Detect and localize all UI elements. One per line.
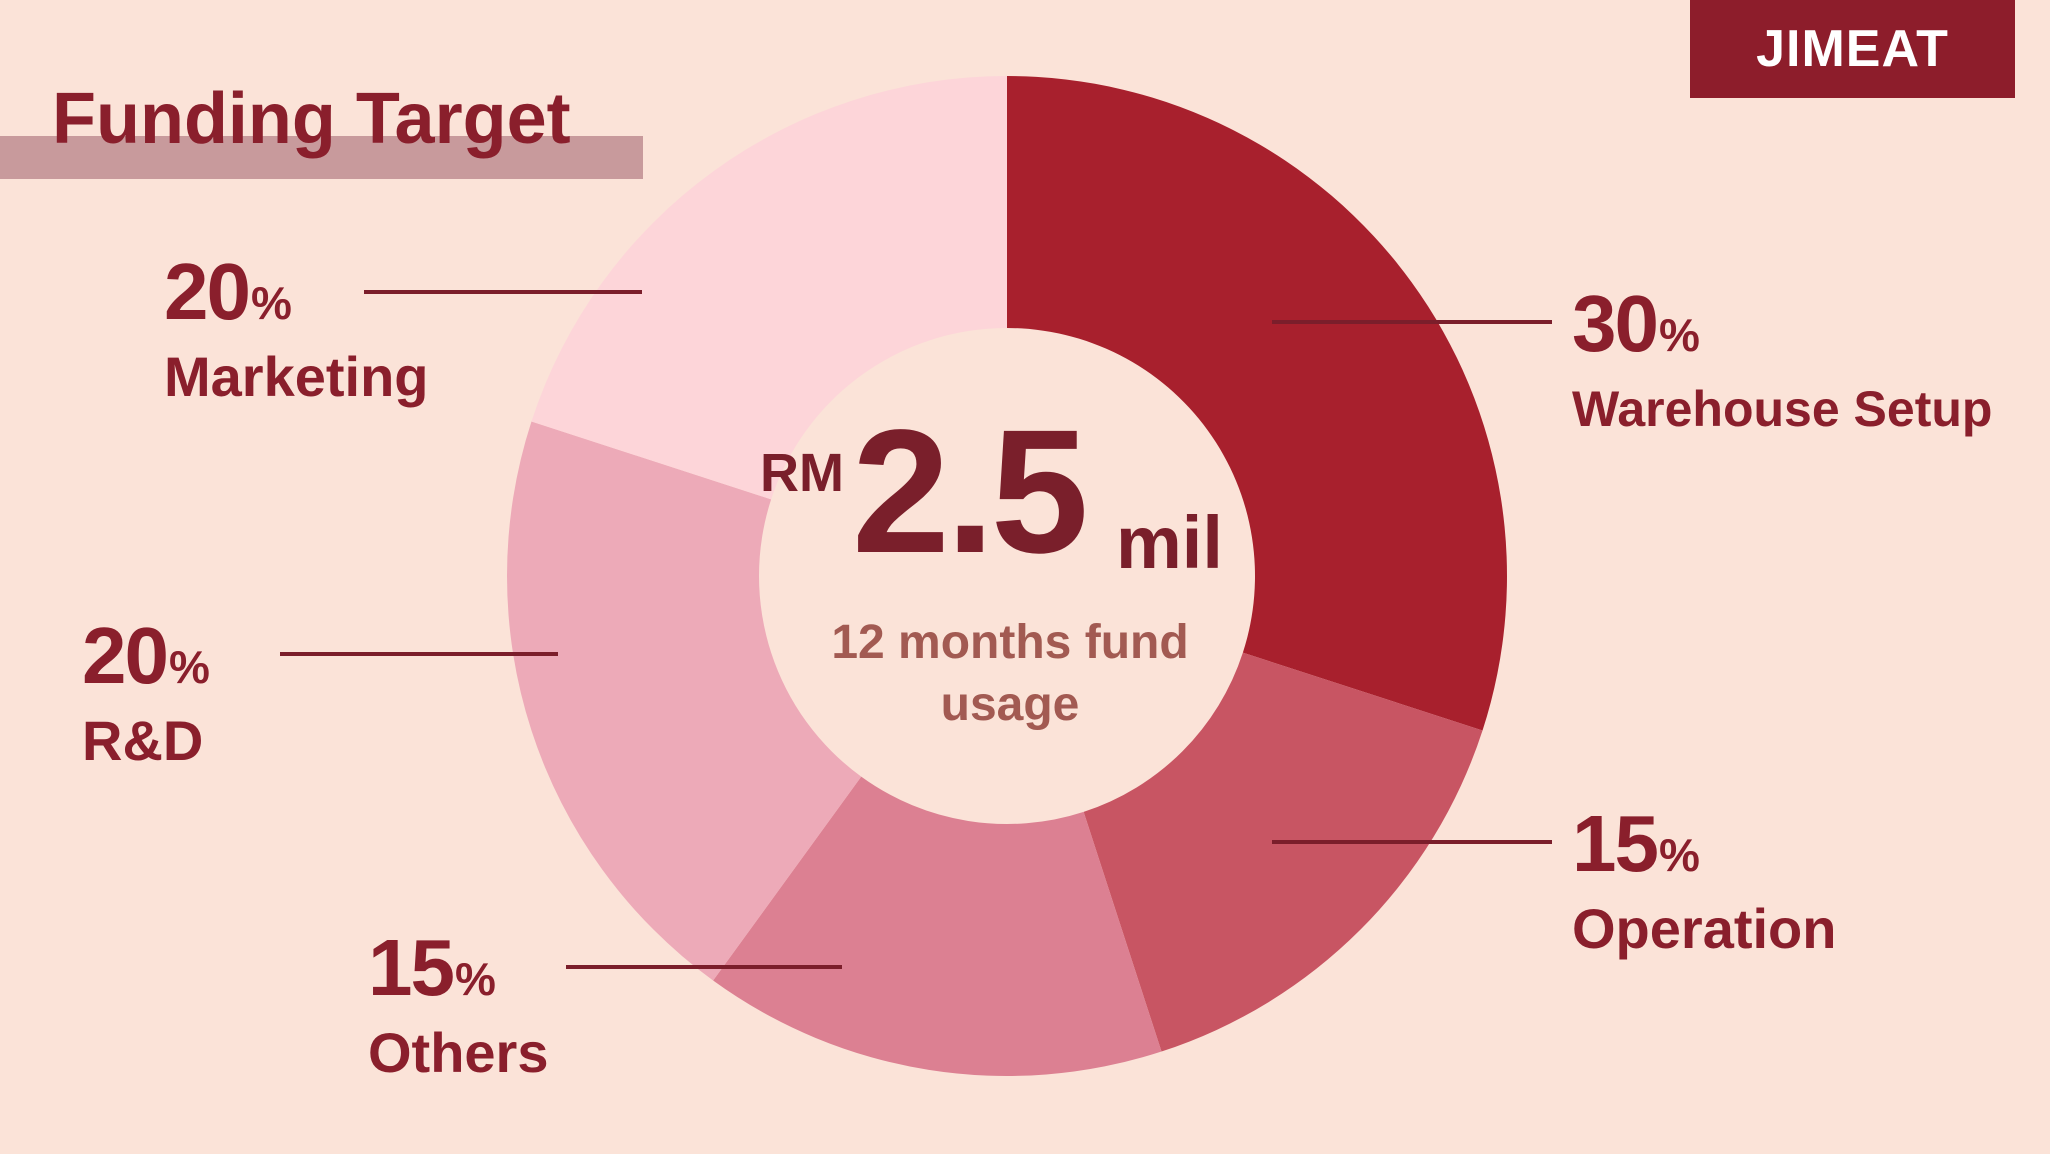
slice-operation	[1083, 652, 1483, 1052]
rnd-name: R&D	[82, 709, 204, 772]
marketing-percent-symbol: %	[250, 277, 292, 329]
others-percent: 15	[368, 923, 455, 1012]
label-others: 15% Others	[368, 928, 549, 1085]
total-amount: 2.5	[852, 394, 1089, 590]
total-currency: RM	[760, 443, 844, 503]
warehouse-setup-percent-symbol: %	[1658, 309, 1700, 361]
slice-r-d	[507, 421, 862, 981]
label-rnd: 20% R&D	[82, 616, 210, 773]
rnd-percent: 20	[82, 611, 169, 700]
others-name: Others	[368, 1021, 549, 1084]
operation-percent-symbol: %	[1658, 829, 1700, 881]
label-operation: 15% Operation	[1572, 804, 1836, 961]
marketing-percent: 20	[164, 247, 251, 336]
warehouse-setup-percent: 30	[1572, 279, 1659, 368]
operation-name: Operation	[1572, 897, 1837, 960]
title-underline-bar	[0, 136, 643, 179]
label-marketing: 20% Marketing	[164, 252, 429, 409]
label-warehouse-setup: 30% Warehouse Setup	[1572, 284, 1992, 441]
slice-others	[713, 776, 1162, 1076]
slice-warehouse-setup	[1007, 76, 1507, 731]
warehouse-setup-name: Warehouse Setup	[1572, 381, 1993, 437]
marketing-name: Marketing	[164, 345, 429, 408]
center-subtitle: 12 months fund usage	[831, 616, 1189, 731]
brand-logo: JIMEAT	[1690, 0, 2015, 98]
operation-percent: 15	[1572, 799, 1659, 888]
rnd-percent-symbol: %	[168, 641, 210, 693]
slice-marketing	[531, 76, 1007, 500]
total-unit: mil	[1116, 501, 1223, 584]
chart-title: Funding Target	[52, 79, 571, 159]
others-percent-symbol: %	[454, 953, 496, 1005]
